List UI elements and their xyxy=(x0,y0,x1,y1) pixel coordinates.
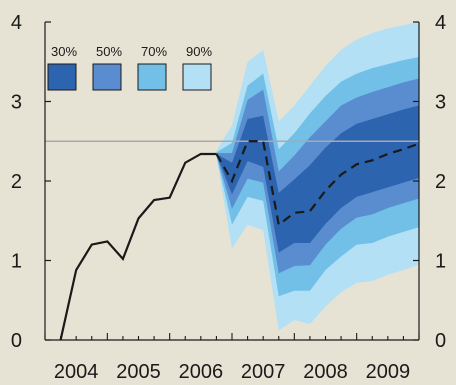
legend-swatch xyxy=(137,63,167,91)
y-tick-label-right: 2 xyxy=(435,171,446,193)
legend-label: 50% xyxy=(96,44,122,59)
y-tick-label-right: 1 xyxy=(435,251,446,273)
legend: 30% 50% 70% 90% xyxy=(47,44,212,91)
y-tick-label-right: 0 xyxy=(435,330,446,352)
y-tick-label-left: 2 xyxy=(11,171,22,193)
fan-band-30pct xyxy=(216,105,419,253)
fan-bands xyxy=(216,22,419,331)
y-tick-label-left: 4 xyxy=(11,12,22,34)
x-tick-label: 2006 xyxy=(179,361,224,383)
legend-label: 70% xyxy=(141,44,167,59)
x-tick-label: 2009 xyxy=(366,361,411,383)
legend-swatch xyxy=(92,63,122,91)
axes: 0 1 2 3 4 0 1 2 3 4 2004 2005 2006 2007 2008 2009 xyxy=(11,12,446,383)
x-tick-label: 2007 xyxy=(241,361,286,383)
legend-label: 30% xyxy=(51,44,77,59)
x-tick-label: 2004 xyxy=(54,361,99,383)
y-tick-label-right: 4 xyxy=(435,12,446,34)
y-tick-label-right: 3 xyxy=(435,92,446,114)
legend-label: 90% xyxy=(186,44,212,59)
y-tick-label-left: 0 xyxy=(11,330,22,352)
x-tick-label: 2005 xyxy=(116,361,161,383)
legend-swatch xyxy=(182,63,212,91)
series-lines xyxy=(59,140,420,341)
y-tick-label-left: 3 xyxy=(11,92,22,114)
history-line xyxy=(59,152,217,341)
central-projection-line xyxy=(215,140,420,227)
y-tick-label-left: 1 xyxy=(11,251,22,273)
legend-swatch xyxy=(47,63,77,91)
x-tick-label: 2008 xyxy=(303,361,348,383)
